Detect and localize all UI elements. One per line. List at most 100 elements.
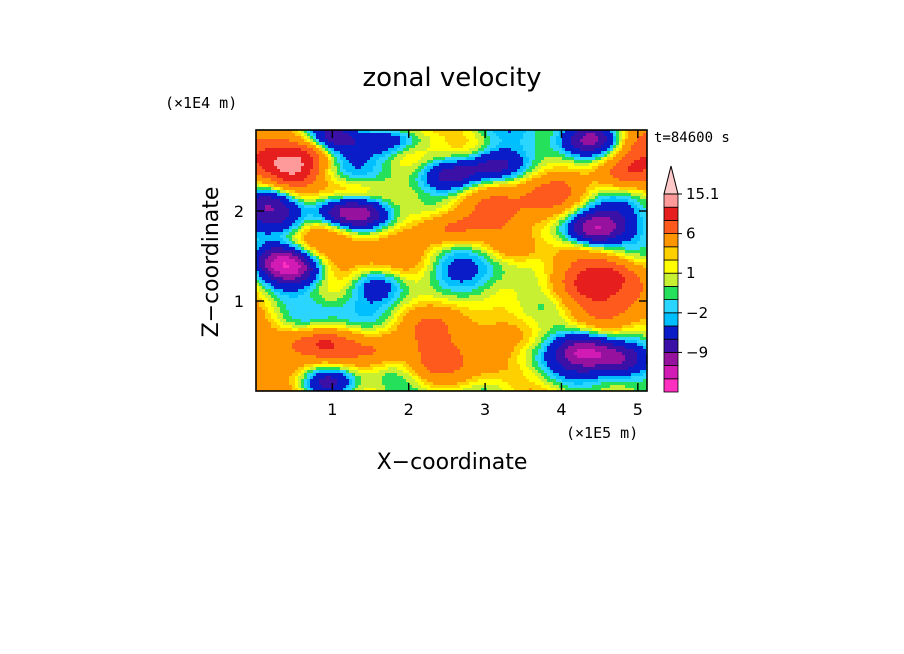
heatmap-cell	[439, 223, 443, 227]
heatmap-cell	[442, 214, 446, 218]
heatmap-cell	[499, 154, 503, 158]
heatmap-cell	[451, 178, 455, 182]
heatmap-cell	[487, 154, 491, 158]
heatmap-cell	[622, 151, 626, 155]
heatmap-cell	[358, 190, 362, 194]
heatmap-cell	[400, 190, 404, 194]
heatmap-cell	[424, 148, 428, 152]
heatmap-cell	[514, 178, 518, 182]
heatmap-cell	[619, 145, 623, 149]
heatmap-cell	[352, 145, 356, 149]
heatmap-cell	[358, 172, 362, 176]
heatmap-cell	[394, 136, 398, 140]
heatmap-cell	[556, 154, 560, 158]
heatmap-cell	[628, 184, 632, 188]
heatmap-cell	[568, 196, 572, 200]
heatmap-cell	[466, 133, 470, 137]
heatmap-cell	[265, 199, 269, 203]
heatmap-cell	[370, 178, 374, 182]
heatmap-cell	[283, 184, 287, 188]
heatmap-cell	[430, 235, 434, 239]
heatmap-cell	[457, 214, 461, 218]
heatmap-cell	[370, 220, 374, 224]
heatmap-cell	[547, 220, 551, 224]
heatmap-cell	[550, 151, 554, 155]
heatmap-cell	[457, 175, 461, 179]
heatmap-cell	[403, 181, 407, 185]
heatmap-cell	[547, 232, 551, 236]
heatmap-cell	[307, 145, 311, 149]
heatmap-cell	[337, 178, 341, 182]
heatmap-cell	[502, 181, 506, 185]
heatmap-cell	[376, 202, 380, 206]
heatmap-cell	[412, 142, 416, 146]
heatmap-cell	[292, 130, 296, 134]
heatmap-cell	[568, 220, 572, 224]
heatmap-cell	[388, 226, 392, 230]
heatmap-cell	[364, 232, 368, 236]
heatmap-cell	[430, 232, 434, 236]
heatmap-cell	[388, 169, 392, 173]
heatmap-cell	[589, 181, 593, 185]
heatmap-cell	[637, 142, 641, 146]
heatmap-cell	[511, 241, 515, 245]
heatmap-cell	[310, 235, 314, 239]
heatmap-cell	[325, 145, 329, 149]
heatmap-cell	[490, 133, 494, 137]
heatmap-cell	[373, 214, 377, 218]
heatmap-cell	[529, 202, 533, 206]
heatmap-cell	[295, 217, 299, 221]
heatmap-cell	[493, 238, 497, 242]
heatmap-cell	[409, 187, 413, 191]
heatmap-cell	[598, 163, 602, 167]
heatmap-cell	[370, 145, 374, 149]
heatmap-cell	[481, 157, 485, 161]
heatmap-cell	[574, 139, 578, 143]
heatmap-cell	[616, 178, 620, 182]
heatmap-cell	[490, 235, 494, 239]
heatmap-cell	[418, 211, 422, 215]
heatmap-cell	[364, 235, 368, 239]
heatmap-cell	[457, 223, 461, 227]
heatmap-cell	[310, 193, 314, 197]
heatmap-cell	[373, 175, 377, 179]
heatmap-cell	[268, 145, 272, 149]
heatmap-cell	[415, 175, 419, 179]
heatmap-cell	[415, 163, 419, 167]
heatmap-cell	[538, 145, 542, 149]
heatmap-cell	[355, 163, 359, 167]
heatmap-cell	[385, 157, 389, 161]
heatmap-cell	[511, 157, 515, 161]
heatmap-cell	[358, 157, 362, 161]
heatmap-cell	[286, 196, 290, 200]
heatmap-cell	[367, 241, 371, 245]
heatmap-cell	[271, 214, 275, 218]
heatmap-cell	[580, 190, 584, 194]
heatmap-cell	[436, 196, 440, 200]
heatmap-cell	[280, 229, 284, 233]
heatmap-cell	[397, 187, 401, 191]
heatmap-cell	[448, 223, 452, 227]
heatmap-cell	[445, 139, 449, 143]
heatmap-cell	[562, 172, 566, 176]
heatmap-cell	[607, 157, 611, 161]
heatmap-cell	[385, 226, 389, 230]
heatmap-cell	[520, 130, 524, 134]
heatmap-cell	[577, 184, 581, 188]
heatmap-cell	[625, 226, 629, 230]
heatmap-cell	[529, 214, 533, 218]
heatmap-cell	[427, 136, 431, 140]
heatmap-cell	[625, 130, 629, 134]
heatmap-cell	[460, 199, 464, 203]
heatmap-cell	[586, 169, 590, 173]
heatmap-cell	[643, 226, 647, 230]
heatmap-cell	[628, 190, 632, 194]
heatmap-cell	[454, 145, 458, 149]
heatmap-cell	[424, 181, 428, 185]
heatmap-cell	[631, 184, 635, 188]
heatmap-cell	[547, 226, 551, 230]
heatmap-cell	[583, 232, 587, 236]
heatmap-cell	[547, 235, 551, 239]
heatmap-cell	[580, 193, 584, 197]
heatmap-cell	[364, 172, 368, 176]
